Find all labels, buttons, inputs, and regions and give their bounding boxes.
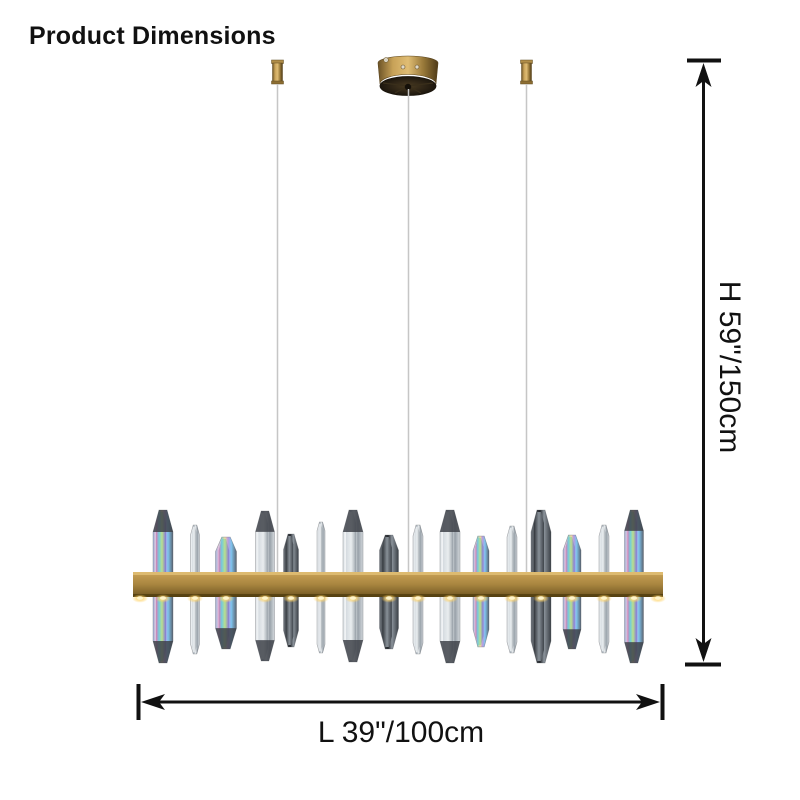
light-glow-core — [137, 596, 143, 600]
crystal-facet — [475, 538, 484, 575]
crystal-tip — [153, 641, 173, 663]
crystal-tip — [440, 641, 460, 663]
light-glow-core — [478, 596, 484, 600]
crystal-facet — [508, 594, 514, 651]
crystal-facet — [600, 594, 606, 651]
crystal-facet — [191, 527, 197, 575]
crystal-tip — [563, 629, 581, 649]
light-glow-core — [601, 596, 607, 600]
light-glow-core — [538, 596, 544, 600]
canopy-screw-icon — [400, 64, 406, 70]
light-glow-core — [192, 596, 198, 600]
light-glow-core — [447, 596, 453, 600]
light-glow-core — [350, 596, 356, 600]
light-glow-core — [386, 596, 392, 600]
crystal-tip — [624, 642, 644, 663]
cable-grip — [272, 62, 283, 83]
crystal-facet — [318, 594, 323, 651]
light-glow-core — [415, 596, 421, 600]
canopy-hub — [404, 83, 412, 91]
light-glow-core — [655, 596, 661, 600]
ceiling-canopy — [377, 55, 439, 96]
brass-bar-highlight — [133, 572, 663, 575]
crystal-facet — [285, 536, 294, 575]
brass-bar-shadow — [133, 594, 663, 597]
light-glows — [132, 594, 666, 603]
crystal-tip — [440, 510, 460, 532]
crystal-tip — [624, 510, 644, 531]
crystal-tip — [153, 510, 173, 532]
crystal-facet — [218, 539, 230, 575]
page-title: Product Dimensions — [29, 22, 276, 50]
light-glow-core — [160, 596, 166, 600]
crystal-facet — [534, 594, 544, 661]
crystal-facet — [565, 537, 575, 575]
brass-bar — [133, 572, 663, 597]
crystal-facet — [534, 512, 544, 575]
light-glow-core — [223, 596, 229, 600]
crystal-prisms — [152, 509, 644, 664]
crystal-facet — [191, 594, 197, 652]
crystal-tip — [343, 640, 363, 662]
length-dimension-label: L 39"/100cm — [317, 716, 485, 749]
crystal-facet — [285, 594, 294, 645]
canopy-screw-icon — [414, 64, 420, 70]
light-glow-core — [569, 596, 575, 600]
cable-grip — [521, 62, 532, 83]
crystal-facet — [600, 527, 606, 575]
crystal-tip — [215, 628, 237, 649]
crystal-facet — [475, 594, 484, 645]
light-glow-core — [288, 596, 294, 600]
crystal-tip — [255, 640, 275, 661]
crystal-facet — [382, 537, 392, 575]
light-glow-core — [262, 596, 268, 600]
light-glow-core — [318, 596, 324, 600]
canopy-wall — [377, 55, 439, 85]
cable-grip — [271, 80, 284, 85]
cable-grips — [271, 59, 533, 85]
brass-bar-body — [133, 572, 663, 597]
light-glow-core — [509, 596, 515, 600]
height-dimension-label: H 59"/150cm — [713, 280, 746, 454]
crystal-facet — [318, 524, 323, 575]
crystal-facet — [508, 528, 514, 575]
crystal-facet — [414, 527, 420, 575]
cable-grip — [520, 80, 533, 85]
crystal-facet — [382, 594, 392, 647]
canopy-screw-icon — [383, 57, 389, 63]
light-glow-core — [631, 596, 637, 600]
height-dimension-arrow — [685, 58, 721, 667]
suspension-cables — [276, 84, 528, 574]
crystal-facet — [414, 594, 420, 652]
length-dimension-arrow — [136, 684, 665, 720]
crystal-tip — [255, 511, 275, 532]
crystal-tip — [343, 510, 363, 532]
